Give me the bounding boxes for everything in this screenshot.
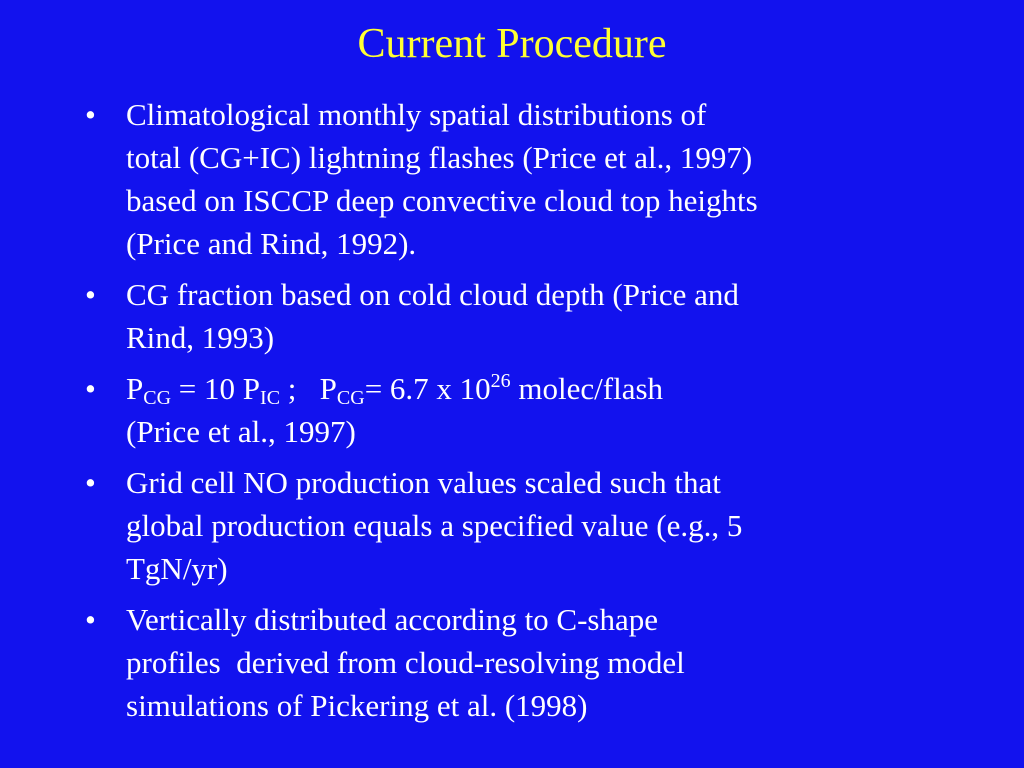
bullet-list: • Climatological monthly spatial distrib… — [85, 93, 975, 735]
formula-subscript-cg-2: CG — [336, 387, 365, 409]
bullet-item-grid-scaling: • Grid cell NO production values scaled … — [85, 461, 975, 590]
bullet-dot-icon: • — [85, 277, 96, 312]
bullet-item-cg-fraction: • CG fraction based on cold cloud depth … — [85, 273, 975, 359]
bullet-dot-icon: • — [85, 97, 96, 132]
bullet-line: (Price and Rind, 1992). — [126, 226, 417, 261]
formula-line: PCG = 10 PIC ; PCG= 6.7 x 1026 molec/fla… — [126, 367, 975, 410]
formula-p-cg: P — [126, 371, 144, 406]
bullet-line: Grid cell NO production values scaled su… — [126, 465, 721, 500]
bullet-dot-icon: • — [85, 371, 96, 406]
formula-value: = 6.7 x 10 — [364, 371, 491, 406]
formula-exponent: 26 — [490, 370, 511, 392]
bullet-line: CG fraction based on cold cloud depth (P… — [126, 277, 739, 312]
formula-subscript-cg: CG — [143, 387, 172, 409]
bullet-line: global production equals a specified val… — [126, 508, 743, 543]
bullet-line: total (CG+IC) lightning flashes (Price e… — [126, 140, 753, 175]
slide-title: Current Procedure — [357, 21, 667, 67]
bullet-line: Rind, 1993) — [126, 320, 275, 355]
bullet-line: simulations of Pickering et al. (1998) — [126, 688, 588, 723]
bullet-item-production-formula: • PCG = 10 PIC ; PCG= 6.7 x 1026 molec/f… — [85, 367, 975, 453]
formula-equals-10p: = 10 P — [171, 371, 261, 406]
bullet-line: based on ISCCP deep convective cloud top… — [126, 183, 758, 218]
bullet-dot-icon: • — [85, 602, 96, 637]
formula-unit: molec/flash — [510, 371, 664, 406]
bullet-line: Climatological monthly spatial distribut… — [126, 97, 707, 132]
bullet-dot-icon: • — [85, 465, 96, 500]
bullet-line: TgN/yr) — [126, 551, 228, 586]
bullet-line: (Price et al., 1997) — [126, 414, 356, 449]
bullet-line: Vertically distributed according to C-sh… — [126, 602, 659, 637]
bullet-item-vertical-distribution: • Vertically distributed according to C-… — [85, 598, 975, 727]
bullet-line: profiles derived from cloud-resolving mo… — [126, 645, 685, 680]
bullet-item-lightning-distributions: • Climatological monthly spatial distrib… — [85, 93, 975, 265]
formula-separator: ; P — [280, 371, 337, 406]
formula-subscript-ic: IC — [260, 387, 281, 409]
